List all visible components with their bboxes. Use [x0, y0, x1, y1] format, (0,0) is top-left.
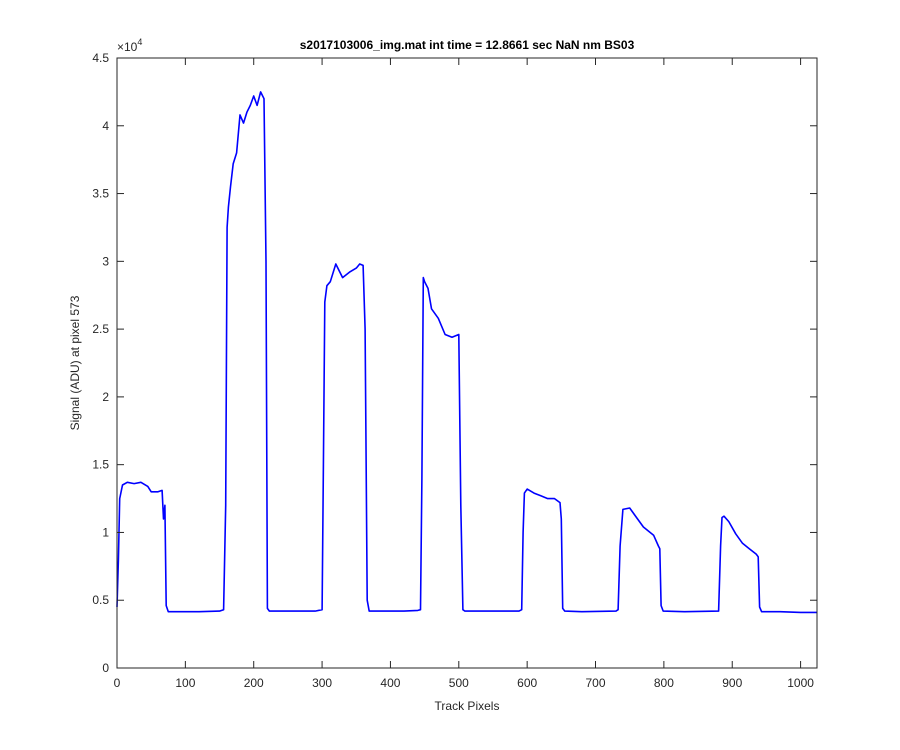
y-axis-label: Signal (ADU) at pixel 573	[68, 295, 82, 430]
x-axis-label: Track Pixels	[435, 699, 500, 713]
x-tick-label: 800	[654, 676, 674, 690]
y-tick-label: 2	[102, 390, 109, 404]
y-multiplier-exponent: 4	[137, 37, 142, 47]
x-tick-label: 200	[244, 676, 264, 690]
y-tick-label: 4	[102, 119, 109, 133]
x-tick-label: 100	[175, 676, 195, 690]
x-tick-label: 0	[114, 676, 121, 690]
x-tick-label: 300	[312, 676, 332, 690]
y-axis: 0 0.5 1 1.5 2 2.5 3 3.5 4 4.5	[92, 51, 817, 675]
plot-area	[116, 57, 818, 669]
y-tick-label: 4.5	[92, 51, 109, 65]
axes-box	[116, 57, 818, 669]
x-axis: 0 100 200 300 400 500 600 700 800 900 1000	[114, 58, 814, 690]
plot-background	[117, 58, 817, 668]
chart-title: s2017103006_img.mat int time = 12.8661 s…	[300, 38, 635, 52]
x-tick-label: 500	[449, 676, 469, 690]
y-tick-label: 1	[102, 525, 109, 539]
x-tick-label: 900	[722, 676, 742, 690]
x-tick-label: 700	[586, 676, 606, 690]
y-tick-label: 0.5	[92, 593, 109, 607]
y-multiplier-base: ×10	[117, 40, 138, 54]
x-tick-label: 1000	[787, 676, 814, 690]
x-tick-label: 600	[517, 676, 537, 690]
y-tick-label: 0	[102, 661, 109, 675]
y-tick-label: 3	[102, 254, 109, 268]
y-tick-label: 2.5	[92, 322, 109, 336]
series-layer	[116, 91, 817, 614]
y-axis-multiplier: ×104	[117, 37, 142, 54]
y-tick-label: 1.5	[92, 458, 109, 472]
y-tick-label: 3.5	[92, 187, 109, 201]
series-line-0	[116, 91, 817, 614]
x-tick-label: 400	[380, 676, 400, 690]
